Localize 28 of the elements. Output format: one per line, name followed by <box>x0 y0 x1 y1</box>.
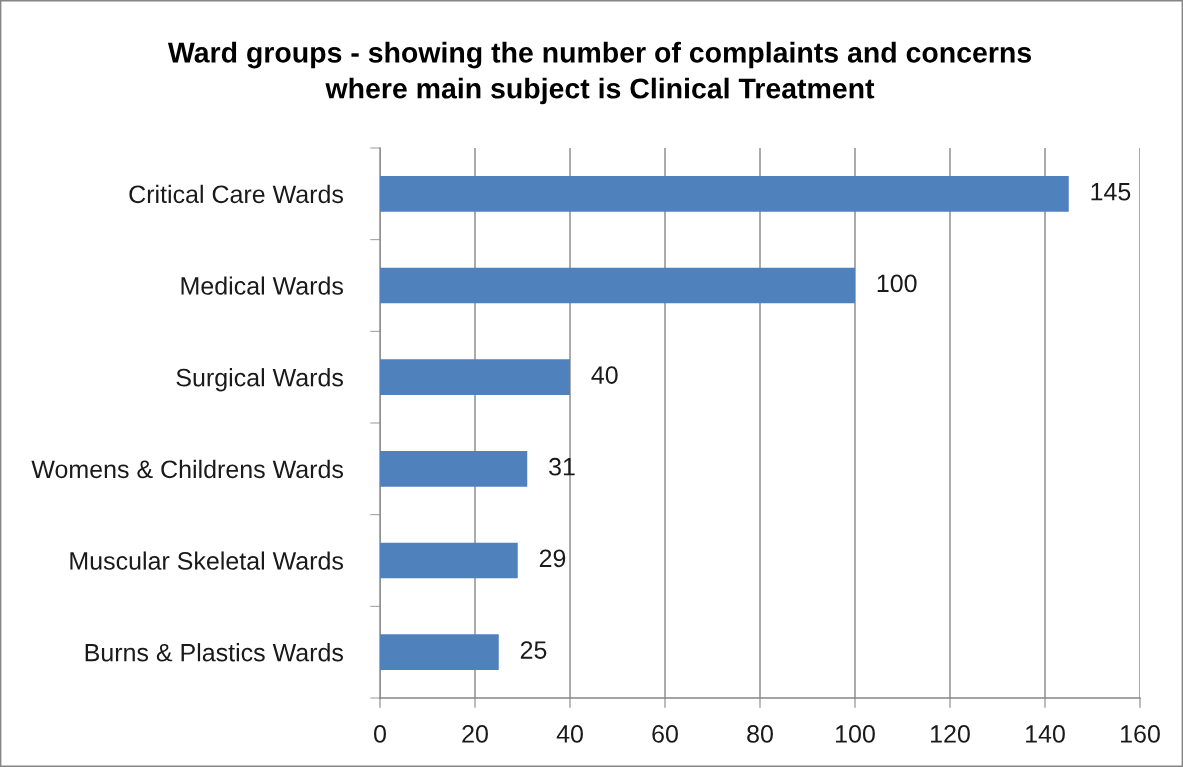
data-label: 100 <box>877 274 917 293</box>
bar <box>380 450 528 487</box>
x-tick-label: 100 <box>836 725 875 743</box>
y-tick-label: Critical Care Wards <box>129 184 343 204</box>
y-tick-label: Womens & Childrens Wards <box>31 459 343 479</box>
y-tick-label: Burns & Plastics Wards <box>85 643 343 662</box>
chart-title: Ward groups - showing the number of complaints and concerns where main subject is Clinical Treatment <box>167 41 1031 105</box>
y-tick-label: Surgical Wards <box>176 368 343 392</box>
y-tick-label: Muscular Skeletal Wards <box>70 551 343 570</box>
bar <box>380 634 499 671</box>
x-tick-label: 40 <box>556 725 583 743</box>
x-tick-label: 20 <box>462 725 488 743</box>
y-tick-label: Medical Wards <box>181 276 343 295</box>
bar <box>380 359 570 396</box>
data-label: 31 <box>549 457 575 476</box>
data-label: 145 <box>1091 183 1131 201</box>
bar <box>380 175 1069 212</box>
x-tick-label: 60 <box>652 725 678 743</box>
x-tick-label: 0 <box>374 725 386 743</box>
bar <box>380 267 855 304</box>
x-tick-label: 140 <box>1026 725 1065 743</box>
data-label: 25 <box>520 641 547 659</box>
bar <box>380 542 518 579</box>
data-label: 29 <box>539 549 566 568</box>
data-label: 40 <box>591 366 618 384</box>
x-tick-label: 160 <box>1121 725 1160 743</box>
x-tick-label: 120 <box>931 725 970 743</box>
x-tick-label: 80 <box>747 725 773 743</box>
